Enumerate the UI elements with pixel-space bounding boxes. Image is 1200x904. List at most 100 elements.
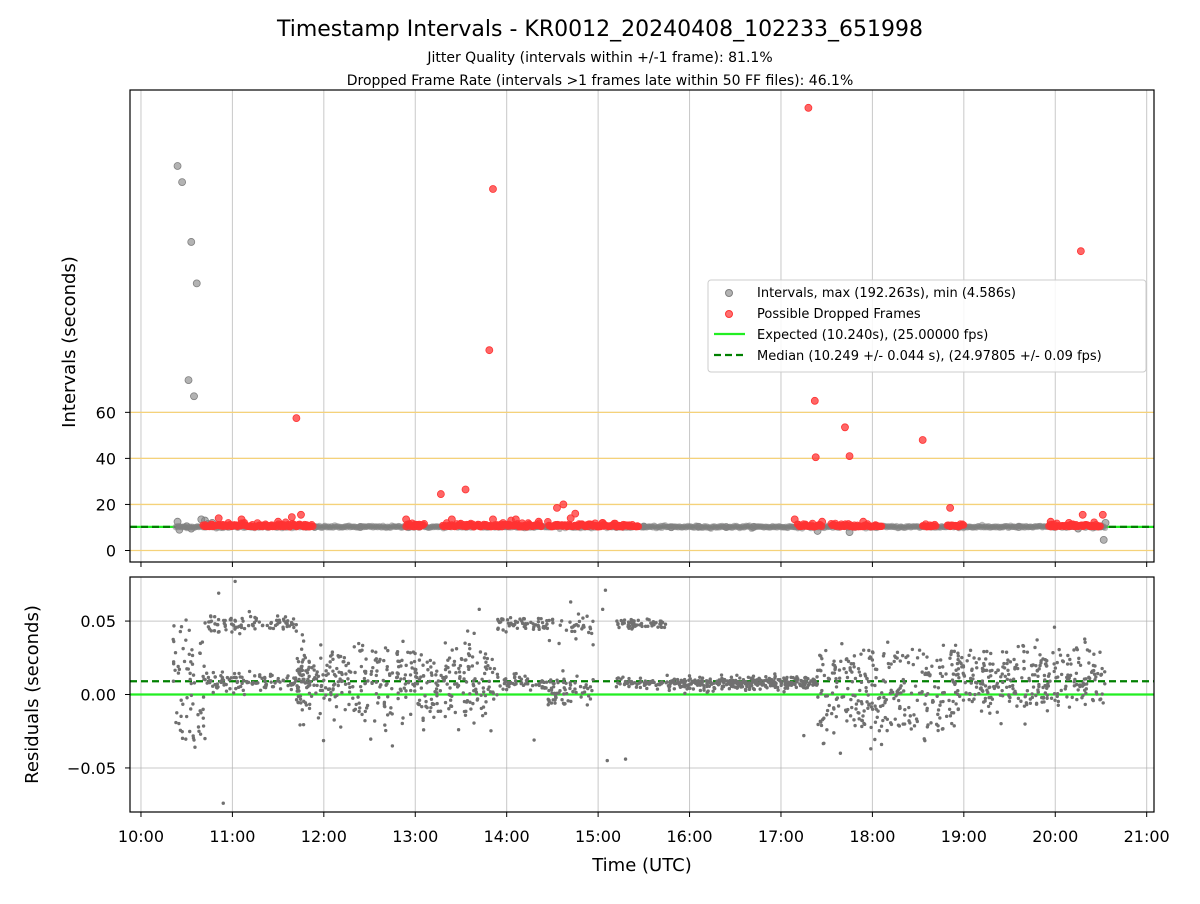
residual-point <box>188 629 191 632</box>
residual-point <box>722 681 725 684</box>
residual-point <box>882 679 885 682</box>
residual-point <box>942 644 945 647</box>
residual-point <box>918 692 921 695</box>
residual-point <box>202 695 205 698</box>
residual-point <box>360 713 363 716</box>
residual-point <box>550 701 553 704</box>
residual-point <box>468 647 471 650</box>
residual-point <box>996 682 999 685</box>
residual-point <box>1046 693 1049 696</box>
residual-point <box>382 679 385 682</box>
residual-point <box>418 658 421 661</box>
residual-point <box>860 725 863 728</box>
residual-point <box>507 685 510 688</box>
residual-point <box>448 670 451 673</box>
residual-point <box>337 655 340 658</box>
residual-point <box>621 620 624 623</box>
dropped-frame-point <box>567 515 574 522</box>
residual-point <box>389 706 392 709</box>
residual-point <box>482 690 485 693</box>
residual-point <box>896 651 899 654</box>
residual-point <box>371 666 374 669</box>
residual-point <box>173 669 176 672</box>
residual-point <box>970 681 973 684</box>
residual-point <box>947 699 950 702</box>
residual-point <box>635 686 638 689</box>
residual-point <box>670 681 673 684</box>
residual-point <box>562 692 565 695</box>
residual-point <box>396 675 399 678</box>
residual-point <box>911 648 914 651</box>
residual-point <box>193 681 196 684</box>
residual-point <box>315 684 318 687</box>
residual-point <box>650 624 653 627</box>
residual-point <box>590 689 593 692</box>
residual-point <box>203 737 206 740</box>
residual-point <box>705 691 708 694</box>
residual-point <box>506 618 509 621</box>
residual-point <box>871 708 874 711</box>
residual-point <box>258 673 261 676</box>
residual-point <box>376 660 379 663</box>
residual-point <box>1061 659 1064 662</box>
residual-point <box>875 668 878 671</box>
residual-point <box>627 623 630 626</box>
residual-point <box>179 699 182 702</box>
residual-point <box>353 645 356 648</box>
residual-point <box>305 686 308 689</box>
residual-point <box>1098 698 1101 701</box>
residual-point <box>199 652 202 655</box>
residual-point <box>335 705 338 708</box>
residual-point <box>472 632 475 635</box>
residual-point <box>184 638 187 641</box>
residual-point <box>977 657 980 660</box>
residual-point <box>1042 700 1045 703</box>
residual-point <box>668 689 671 692</box>
residual-point <box>480 678 483 681</box>
dropped-frame-point <box>860 518 867 525</box>
residual-point <box>219 680 222 683</box>
residual-point <box>818 654 821 657</box>
residual-point <box>846 708 849 711</box>
interval-point <box>191 393 198 400</box>
dropped-frame-point <box>489 516 496 523</box>
legend-marker-dropped <box>726 311 733 318</box>
residual-point <box>832 707 835 710</box>
dropped-frame-point <box>1099 511 1106 518</box>
residual-point <box>225 689 228 692</box>
residual-point <box>577 612 580 615</box>
residual-point <box>885 729 888 732</box>
residual-point <box>880 725 883 728</box>
residual-point <box>559 624 562 627</box>
residual-point <box>397 691 400 694</box>
residual-point <box>340 673 343 676</box>
residual-point <box>212 691 215 694</box>
residual-point <box>325 664 328 667</box>
chart-subtitle-jitter: Jitter Quality (intervals within +/-1 fr… <box>426 50 772 66</box>
residual-point <box>859 652 862 655</box>
residual-point <box>302 639 305 642</box>
residual-point <box>496 673 499 676</box>
residual-point <box>656 687 659 690</box>
residual-point <box>982 662 985 665</box>
residual-point <box>822 717 825 720</box>
residual-point <box>1029 697 1032 700</box>
residual-point <box>1006 678 1009 681</box>
residual-point <box>1004 675 1007 678</box>
residual-point <box>897 723 900 726</box>
residual-point <box>782 690 785 693</box>
dropped-frame-point <box>812 454 819 461</box>
residual-point <box>569 700 572 703</box>
residual-point <box>310 695 313 698</box>
residual-point <box>1012 677 1015 680</box>
residual-point <box>430 698 433 701</box>
residual-point <box>340 691 343 694</box>
residual-point <box>1033 646 1036 649</box>
residual-point <box>518 617 521 620</box>
residual-point <box>259 689 262 692</box>
residual-point <box>1021 644 1024 647</box>
x-tick-label-9: 19:00 <box>941 827 987 846</box>
residual-point <box>683 692 686 695</box>
residual-point <box>233 672 236 675</box>
